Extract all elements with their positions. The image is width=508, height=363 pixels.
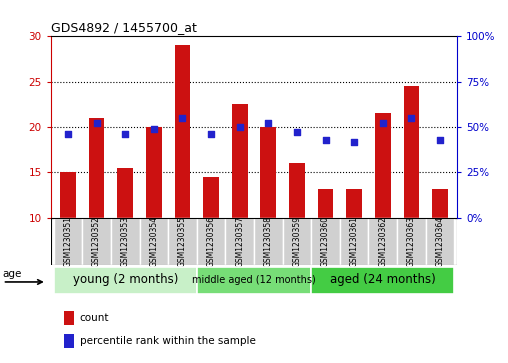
Text: GSM1230357: GSM1230357 [235,216,244,267]
Bar [289,163,305,218]
Bar [64,334,74,348]
FancyBboxPatch shape [168,218,197,265]
Bar [346,189,362,218]
Text: GSM1230351: GSM1230351 [64,216,73,267]
Point [150,126,158,132]
FancyBboxPatch shape [254,218,282,265]
Text: young (2 months): young (2 months) [73,273,178,286]
Bar [89,118,105,218]
Text: GSM1230362: GSM1230362 [378,216,387,267]
FancyBboxPatch shape [54,218,82,265]
Text: GDS4892 / 1455700_at: GDS4892 / 1455700_at [51,21,197,34]
Text: GSM1230356: GSM1230356 [207,216,215,267]
Point [207,131,215,137]
FancyBboxPatch shape [197,218,226,265]
FancyBboxPatch shape [311,266,454,294]
Text: GSM1230363: GSM1230363 [407,216,416,267]
Bar [403,86,419,218]
FancyBboxPatch shape [54,266,197,294]
Point [64,131,72,137]
FancyBboxPatch shape [140,218,168,265]
Point [322,137,330,143]
Bar [318,189,333,218]
Bar [175,45,190,218]
Bar [203,177,219,218]
Text: GSM1230353: GSM1230353 [121,216,130,267]
Text: GSM1230358: GSM1230358 [264,216,273,267]
FancyBboxPatch shape [426,218,454,265]
Text: GSM1230361: GSM1230361 [350,216,359,267]
Point [178,115,186,121]
Bar [60,172,76,218]
Text: GSM1230352: GSM1230352 [92,216,101,267]
FancyBboxPatch shape [282,218,311,265]
Bar [232,104,247,218]
Text: GSM1230359: GSM1230359 [293,216,301,267]
Point [436,137,444,143]
FancyBboxPatch shape [82,218,111,265]
Text: count: count [80,313,109,323]
Bar [375,113,391,218]
FancyBboxPatch shape [226,218,254,265]
Text: aged (24 months): aged (24 months) [330,273,436,286]
Text: age: age [3,269,22,279]
Text: GSM1230364: GSM1230364 [435,216,444,267]
Bar [117,168,133,218]
Text: percentile rank within the sample: percentile rank within the sample [80,336,256,346]
Point [407,115,416,121]
Text: GSM1230355: GSM1230355 [178,216,187,267]
FancyBboxPatch shape [197,266,311,294]
Point [379,121,387,126]
Text: GSM1230360: GSM1230360 [321,216,330,267]
Bar [432,189,448,218]
Point [236,124,244,130]
Text: middle aged (12 months): middle aged (12 months) [192,275,316,285]
Text: GSM1230354: GSM1230354 [149,216,158,267]
Bar [146,127,162,218]
FancyBboxPatch shape [111,218,140,265]
Bar [261,127,276,218]
Point [92,121,101,126]
Point [350,139,358,144]
FancyBboxPatch shape [368,218,397,265]
FancyBboxPatch shape [340,218,368,265]
Point [264,121,272,126]
Bar [64,311,74,325]
FancyBboxPatch shape [311,218,340,265]
FancyBboxPatch shape [397,218,426,265]
Point [121,131,129,137]
Point [293,130,301,135]
